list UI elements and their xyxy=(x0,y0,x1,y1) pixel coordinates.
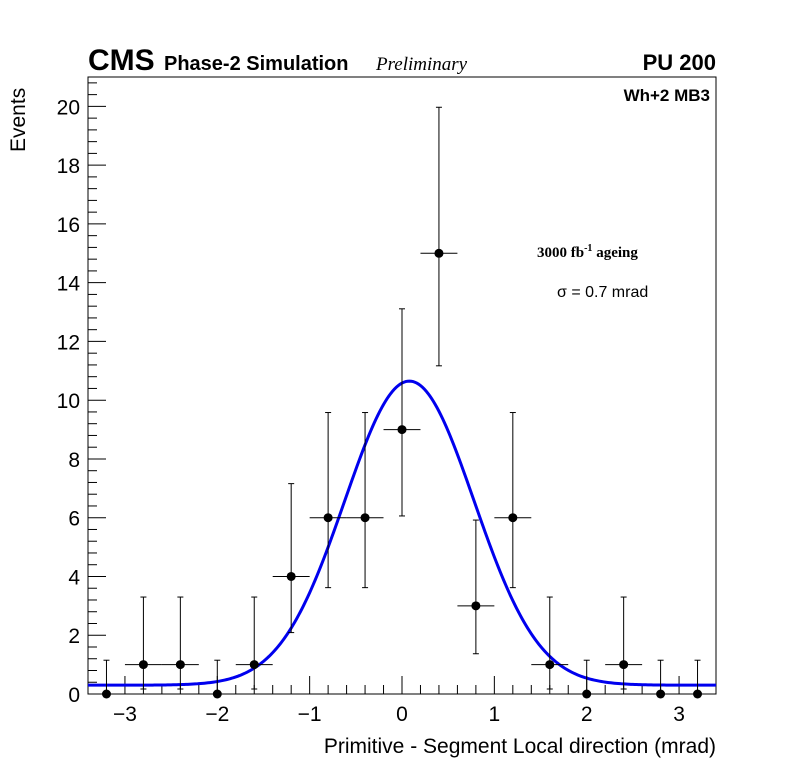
x-tick-label: 0 xyxy=(396,703,408,726)
data-point xyxy=(383,308,421,517)
data-point xyxy=(198,659,236,699)
data-marker xyxy=(397,425,407,435)
ageing-suffix: ageing xyxy=(592,245,638,261)
data-point xyxy=(457,519,495,655)
data-marker xyxy=(138,660,148,670)
data-marker xyxy=(360,513,370,523)
data-point xyxy=(642,659,680,699)
pileup-label: PU 200 xyxy=(643,50,716,75)
x-tick-label: 1 xyxy=(489,703,501,726)
x-tick-label: −3 xyxy=(113,703,137,726)
data-marker xyxy=(545,660,555,670)
cms-label: CMS xyxy=(88,44,155,77)
y-tick-label: 8 xyxy=(68,449,80,472)
subtitle-label: Phase-2 Simulation xyxy=(164,53,349,75)
data-marker xyxy=(693,689,703,699)
data-marker xyxy=(508,513,518,523)
data-point xyxy=(161,596,199,690)
x-tick-label: 3 xyxy=(673,703,685,726)
x-tick-label: −1 xyxy=(298,703,322,726)
preliminary-label: Preliminary xyxy=(375,54,468,75)
y-tick-label: 10 xyxy=(57,390,80,413)
sigma-label: σ = 0.7 mrad xyxy=(557,284,648,301)
data-point xyxy=(568,659,606,699)
ageing-prefix: 3000 fb xyxy=(537,245,584,261)
y-tick-label: 18 xyxy=(57,155,80,178)
data-point xyxy=(494,412,532,589)
y-axis-title: Events xyxy=(7,88,30,152)
region-label: Wh+2 MB3 xyxy=(624,86,710,105)
data-points xyxy=(88,106,716,699)
y-tick-label: 14 xyxy=(57,273,81,296)
data-marker xyxy=(434,248,444,258)
data-marker xyxy=(619,660,629,670)
data-point xyxy=(679,659,716,699)
y-tick-label: 0 xyxy=(68,684,80,707)
data-marker xyxy=(175,660,185,670)
data-point xyxy=(346,412,384,589)
data-marker xyxy=(101,689,111,699)
y-tick-label: 6 xyxy=(68,508,80,531)
y-tick-label: 16 xyxy=(57,214,80,237)
y-tick-label: 12 xyxy=(57,331,80,354)
ageing-label: 3000 fb-1 ageing xyxy=(537,243,638,261)
x-tick-label: −2 xyxy=(205,703,229,726)
x-tick-label: 2 xyxy=(581,703,593,726)
data-point xyxy=(605,596,643,690)
x-axis-title: Primitive - Segment Local direction (mra… xyxy=(324,735,716,758)
data-marker xyxy=(582,689,592,699)
data-point xyxy=(88,659,125,699)
y-tick-label: 2 xyxy=(68,625,80,648)
data-point xyxy=(309,412,347,589)
data-marker xyxy=(212,689,222,699)
data-marker xyxy=(323,513,333,523)
data-marker xyxy=(286,571,296,581)
data-point xyxy=(531,596,569,690)
data-point xyxy=(420,106,458,367)
data-marker xyxy=(471,601,481,611)
data-marker xyxy=(656,689,666,699)
data-point xyxy=(235,596,273,690)
data-point xyxy=(124,596,162,690)
data-point xyxy=(272,483,310,634)
y-tick-label: 4 xyxy=(68,566,80,589)
ageing-superscript: -1 xyxy=(584,243,592,254)
data-marker xyxy=(249,660,259,670)
y-tick-label: 20 xyxy=(57,96,80,119)
